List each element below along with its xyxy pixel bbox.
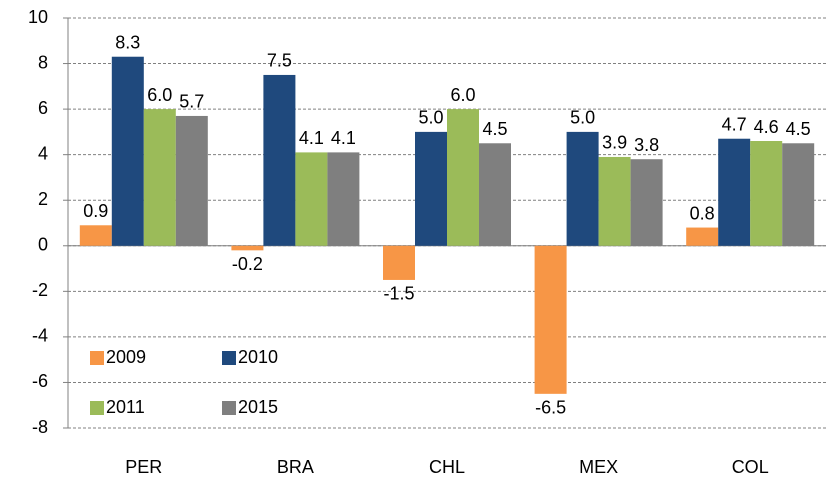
value-label: 4.1 (299, 128, 324, 148)
bar (327, 152, 360, 246)
value-label: 5.7 (179, 92, 204, 112)
value-label: 4.7 (722, 114, 747, 134)
bar (143, 109, 176, 246)
value-label: 3.9 (602, 133, 627, 153)
legend-swatch (90, 351, 104, 365)
x-tick-label: CHL (429, 457, 465, 477)
value-label: 3.8 (634, 135, 659, 155)
y-tick-label: 6 (38, 98, 48, 118)
legend-swatch (222, 351, 236, 365)
y-tick-label: 0 (38, 235, 48, 255)
value-label: 6.0 (450, 85, 475, 105)
bar (479, 143, 511, 246)
value-label: 0.9 (83, 201, 108, 221)
bar (534, 245, 567, 394)
bar (79, 225, 112, 246)
x-tick-label: PER (125, 457, 162, 477)
bar (231, 245, 264, 251)
bar (630, 159, 663, 246)
legend-label: 2011 (106, 397, 145, 417)
value-label: 4.1 (331, 128, 356, 148)
value-label: 8.3 (115, 32, 140, 52)
value-label: 7.5 (267, 51, 292, 71)
legend-swatch (222, 401, 236, 415)
value-label: 5.0 (570, 108, 595, 128)
bar (263, 74, 296, 246)
bar (718, 138, 751, 246)
value-label: 4.5 (786, 119, 811, 139)
legend-swatch (90, 401, 104, 415)
y-tick-label: 2 (38, 189, 48, 209)
value-label: 4.6 (754, 117, 779, 137)
y-tick-label: 4 (38, 143, 48, 163)
legend-label: 2010 (238, 347, 278, 367)
x-tick-label: COL (732, 457, 769, 477)
y-tick-label: 10 (28, 7, 48, 27)
value-label: -0.2 (232, 254, 263, 274)
bar (383, 245, 415, 280)
value-label: 6.0 (147, 85, 172, 105)
bar (111, 56, 144, 246)
y-tick-label: -2 (32, 280, 48, 300)
y-tick-label: -6 (32, 371, 48, 391)
bar (295, 152, 328, 246)
bar (415, 131, 447, 246)
value-label: 4.5 (482, 119, 507, 139)
bar (447, 109, 479, 246)
legend-label: 2015 (238, 397, 278, 417)
value-label: -6.5 (535, 398, 566, 418)
bar (686, 227, 719, 246)
value-label: -1.5 (383, 284, 414, 304)
bar (175, 115, 208, 246)
y-tick-label: -4 (32, 326, 48, 346)
bar (566, 131, 599, 246)
legend-label: 2009 (106, 347, 146, 367)
value-label: 5.0 (418, 108, 443, 128)
bar (750, 141, 783, 246)
y-tick-label: 8 (38, 52, 48, 72)
x-tick-label: BRA (277, 457, 314, 477)
value-label: 0.8 (690, 203, 715, 223)
y-tick-label: -8 (32, 417, 48, 437)
bar (598, 156, 631, 246)
x-tick-label: MEX (579, 457, 618, 477)
bar (782, 143, 815, 246)
